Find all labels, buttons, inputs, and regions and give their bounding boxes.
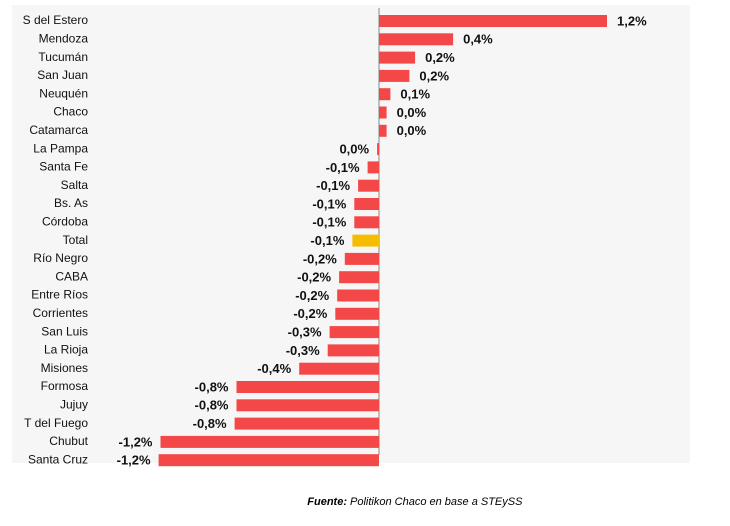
category-label: Jujuy [60,397,88,411]
category-label: Entre Ríos [31,288,88,302]
category-label: Santa Cruz [28,452,88,466]
value-label: -0,3% [286,343,320,358]
bar [160,435,379,448]
value-label: 0,4% [463,32,493,47]
value-label: -0,8% [195,379,229,394]
source-label: Fuente: [307,496,347,508]
value-label: -0,1% [312,215,346,230]
category-label: Chaco [53,105,88,119]
value-label: -0,2% [295,288,329,303]
value-label: -0,1% [310,233,344,248]
category-label: San Luis [41,324,88,338]
value-label: -0,1% [326,160,360,175]
bar [379,69,410,82]
bar [358,179,379,192]
value-label: 1,2% [617,13,647,28]
category-label: Córdoba [42,214,88,228]
bar [379,124,387,137]
category-label: San Juan [37,68,88,82]
value-label: -0,8% [195,398,229,413]
category-label: La Rioja [44,343,88,357]
category-label: S del Estero [23,13,89,27]
category-label: Total [63,233,88,247]
category-label: Misiones [41,361,88,375]
category-label: Santa Fe [39,160,88,174]
bar [354,216,379,229]
category-label: Formosa [41,379,89,393]
value-label: -1,2% [119,434,153,449]
category-label: Tucumán [38,50,88,64]
bar [236,399,379,412]
bar [339,271,379,284]
bar [158,454,379,467]
bar [379,15,607,27]
category-label: La Pampa [33,141,88,155]
bar [329,326,379,339]
source-text: Politikon Chaco en base a STEySS [350,496,523,508]
value-label: -1,2% [117,453,151,468]
category-label: Río Negro [33,251,88,265]
value-label: -0,1% [316,178,350,193]
value-label: -0,2% [303,251,337,266]
category-label: Chubut [49,434,88,448]
bar [377,143,379,156]
bar [327,344,379,357]
category-label: Catamarca [29,123,88,137]
value-label: 0,0% [397,123,427,138]
bar [367,161,379,174]
value-label: -0,4% [257,361,291,376]
bar [344,252,379,265]
category-label: Salta [61,178,89,192]
bar [379,106,387,119]
bar [379,88,391,101]
bar [234,417,379,430]
bar [236,381,379,393]
value-label: 0,2% [419,68,449,83]
bar [337,289,379,302]
bar [352,234,379,247]
value-label: -0,2% [293,306,327,321]
category-label: Mendoza [39,31,89,45]
category-label: T del Fuego [24,416,88,430]
bar [379,51,416,64]
value-label: 0,2% [425,50,455,65]
category-label: Neuquén [39,86,88,100]
category-label: CABA [55,269,88,283]
value-label: 0,0% [397,105,427,120]
value-label: -0,8% [193,416,227,431]
value-label: 0,1% [400,87,430,102]
value-label: -0,3% [288,325,322,340]
bar [335,307,379,320]
plot-background [12,5,690,463]
value-label: 0,0% [339,142,369,157]
bar [354,198,379,210]
bar [299,362,379,375]
value-label: -0,1% [312,196,346,211]
bar [379,33,454,46]
value-label: -0,2% [297,270,331,285]
category-label: Corrientes [33,306,88,320]
category-label: Bs. As [54,196,88,210]
